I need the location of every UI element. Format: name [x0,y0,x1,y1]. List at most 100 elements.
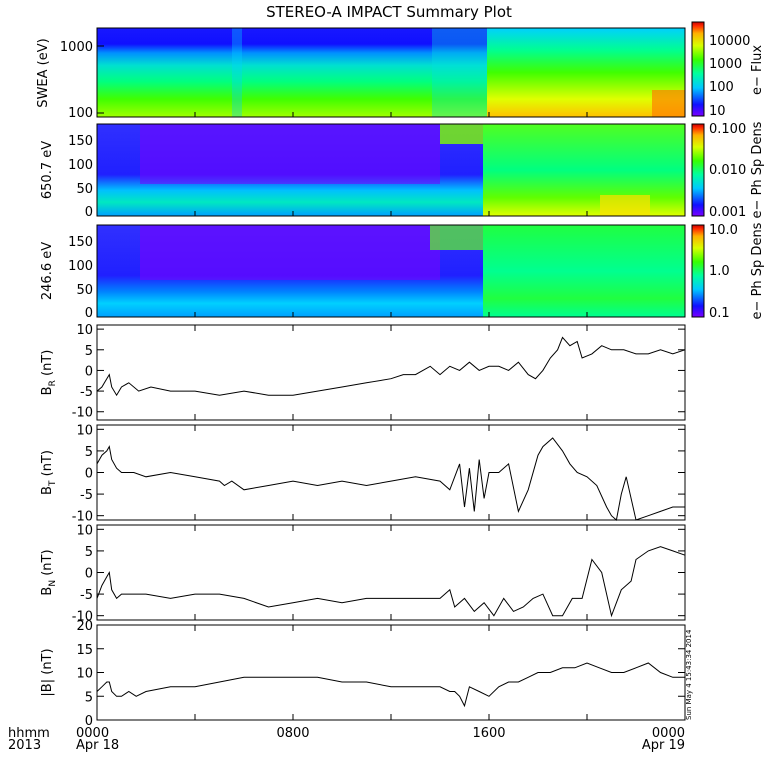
colorbar-tick-label: 1.0 [709,264,730,279]
y-axis-label: 246.6 eV [40,242,55,300]
y-axis-label-main: B [40,386,55,395]
y-tick-label: 0 [85,567,93,582]
y-axis-label-sub: T [48,480,58,487]
y-tick-label: 100 [68,106,93,121]
swea-spectrogram-a [97,28,487,117]
colorbar-tick-label: 10.0 [709,223,738,238]
x-tick-label: 0000 [76,726,109,741]
y-axis-label: BR (nT) [40,350,58,396]
panel-650eV: 650.7 eV 150 100 50 0 0.100 0.010 0.001 … [40,121,765,220]
colorbar-tick-label: 0.001 [709,205,746,220]
pa-feature [440,124,483,144]
y-tick-label: -5 [80,385,93,400]
panel-line-2: 10 5 0 -5 -10 BN (nT) [40,523,686,625]
colorbar-tick-label: 0.010 [709,163,746,178]
pa-feature [600,195,650,216]
pa-feature [430,225,483,250]
colorbar-tick-label: 0.1 [709,306,730,321]
colorbar [691,224,705,318]
x-tick-label: 0000 [652,726,685,741]
pa-feature [140,225,440,280]
y-tick-label: -5 [80,588,93,603]
y-axis-label: BT (nT) [40,450,58,495]
y-tick-label: 5 [85,690,93,705]
y-tick-label: -5 [80,488,93,503]
y-tick-label: 50 [76,182,93,197]
y-axis-label-unit: (nT) [40,549,55,579]
y-axis-label-main: |B| [40,679,55,697]
y-tick-label: 1000 [60,40,93,55]
y-tick-label: 0 [85,714,93,729]
y-axis-label: 650.7 eV [40,141,55,199]
y-tick-label: 10 [76,523,93,538]
colorbar-tick-label: 10000 [709,34,750,49]
panel-line-1: 10 5 0 -5 -10 BT (nT) [40,423,686,525]
y-axis-label-unit: (nT) [40,450,55,480]
y-axis-label-sub: N [48,580,58,587]
timestamp-stamp: Sun May 4 15:43:34 2014 [685,629,693,720]
y-axis-label: SWEA (eV) [36,38,51,107]
y-axis-label-main: B [40,587,55,596]
swea-feature [652,90,685,117]
colorbar-label: e− Flux [750,45,765,95]
series-line [96,546,686,618]
y-axis-label-sub: R [48,380,58,386]
y-axis-label-main: B [40,486,55,495]
series-line [96,336,686,397]
x-tick-label: Apr 18 [76,738,119,753]
colorbar-label: e− Ph Sp Dens [750,222,765,319]
panel-frame [96,624,686,721]
pa-feature [140,124,440,184]
x-axis-label: 2013 [8,738,41,753]
x-tick-label: Apr 19 [642,738,685,753]
y-tick-label: 0 [85,364,93,379]
x-tick-label: 0800 [276,726,309,741]
y-tick-label: 5 [85,344,93,359]
y-tick-label: 5 [85,445,93,460]
y-tick-label: 20 [76,619,93,634]
x-tick-label: 1600 [472,726,505,741]
colorbar [691,123,705,217]
time-axis: hhmm 2013 0000 Apr 18 0800 1600 0000 Apr… [8,726,685,753]
colorbar-tick-label: 10 [709,104,726,119]
colorbar-tick-label: 0.100 [709,122,746,137]
y-axis-label: |B| (nT) [40,648,55,696]
colorbar-tick-label: 1000 [709,57,742,72]
y-tick-label: 0 [85,467,93,482]
y-tick-label: 10 [76,323,93,338]
x-axis-label: hhmm [8,726,50,741]
y-tick-label: 0 [85,205,93,220]
pa-spectrogram-b [483,225,685,317]
y-axis-label-unit: (nT) [40,648,55,678]
swea-feature [232,28,242,117]
y-tick-label: 150 [68,235,93,250]
y-tick-label: 15 [76,643,93,658]
colorbar-tick-label: 100 [709,80,734,95]
y-axis-label-unit: (nT) [40,350,55,380]
y-tick-label: 5 [85,545,93,560]
panel-line-0: 10 5 0 -5 -10 BR (nT) [40,323,686,421]
y-tick-label: 10 [76,667,93,682]
y-axis-label: BN (nT) [40,549,58,595]
panel-frame [96,524,686,621]
panel-246eV: 246.6 eV 150 100 50 0 10.0 1.0 0.1 e− Ph… [40,222,765,321]
plot-title: STEREO-A IMPACT Summary Plot [266,3,512,21]
y-tick-label: -10 [72,610,93,625]
panel-frame [96,424,686,521]
y-tick-label: -10 [72,510,93,525]
series-line [96,437,685,521]
panel-swea: SWEA (eV) 1000 100 10000 1000 100 10 e− … [36,21,765,121]
y-tick-label: 10 [76,423,93,438]
panel-frame [96,324,686,421]
y-tick-label: 0 [85,306,93,321]
panel-line-3: 20 15 10 5 0 |B| (nT) [40,619,686,729]
y-tick-label: 100 [68,158,93,173]
colorbar [691,21,705,117]
swea-feature [432,28,487,117]
y-tick-label: 100 [68,259,93,274]
y-tick-label: 50 [76,283,93,298]
colorbar-label: e− Ph Sp Dens [750,121,765,218]
pa-spectrogram-b [483,124,685,216]
